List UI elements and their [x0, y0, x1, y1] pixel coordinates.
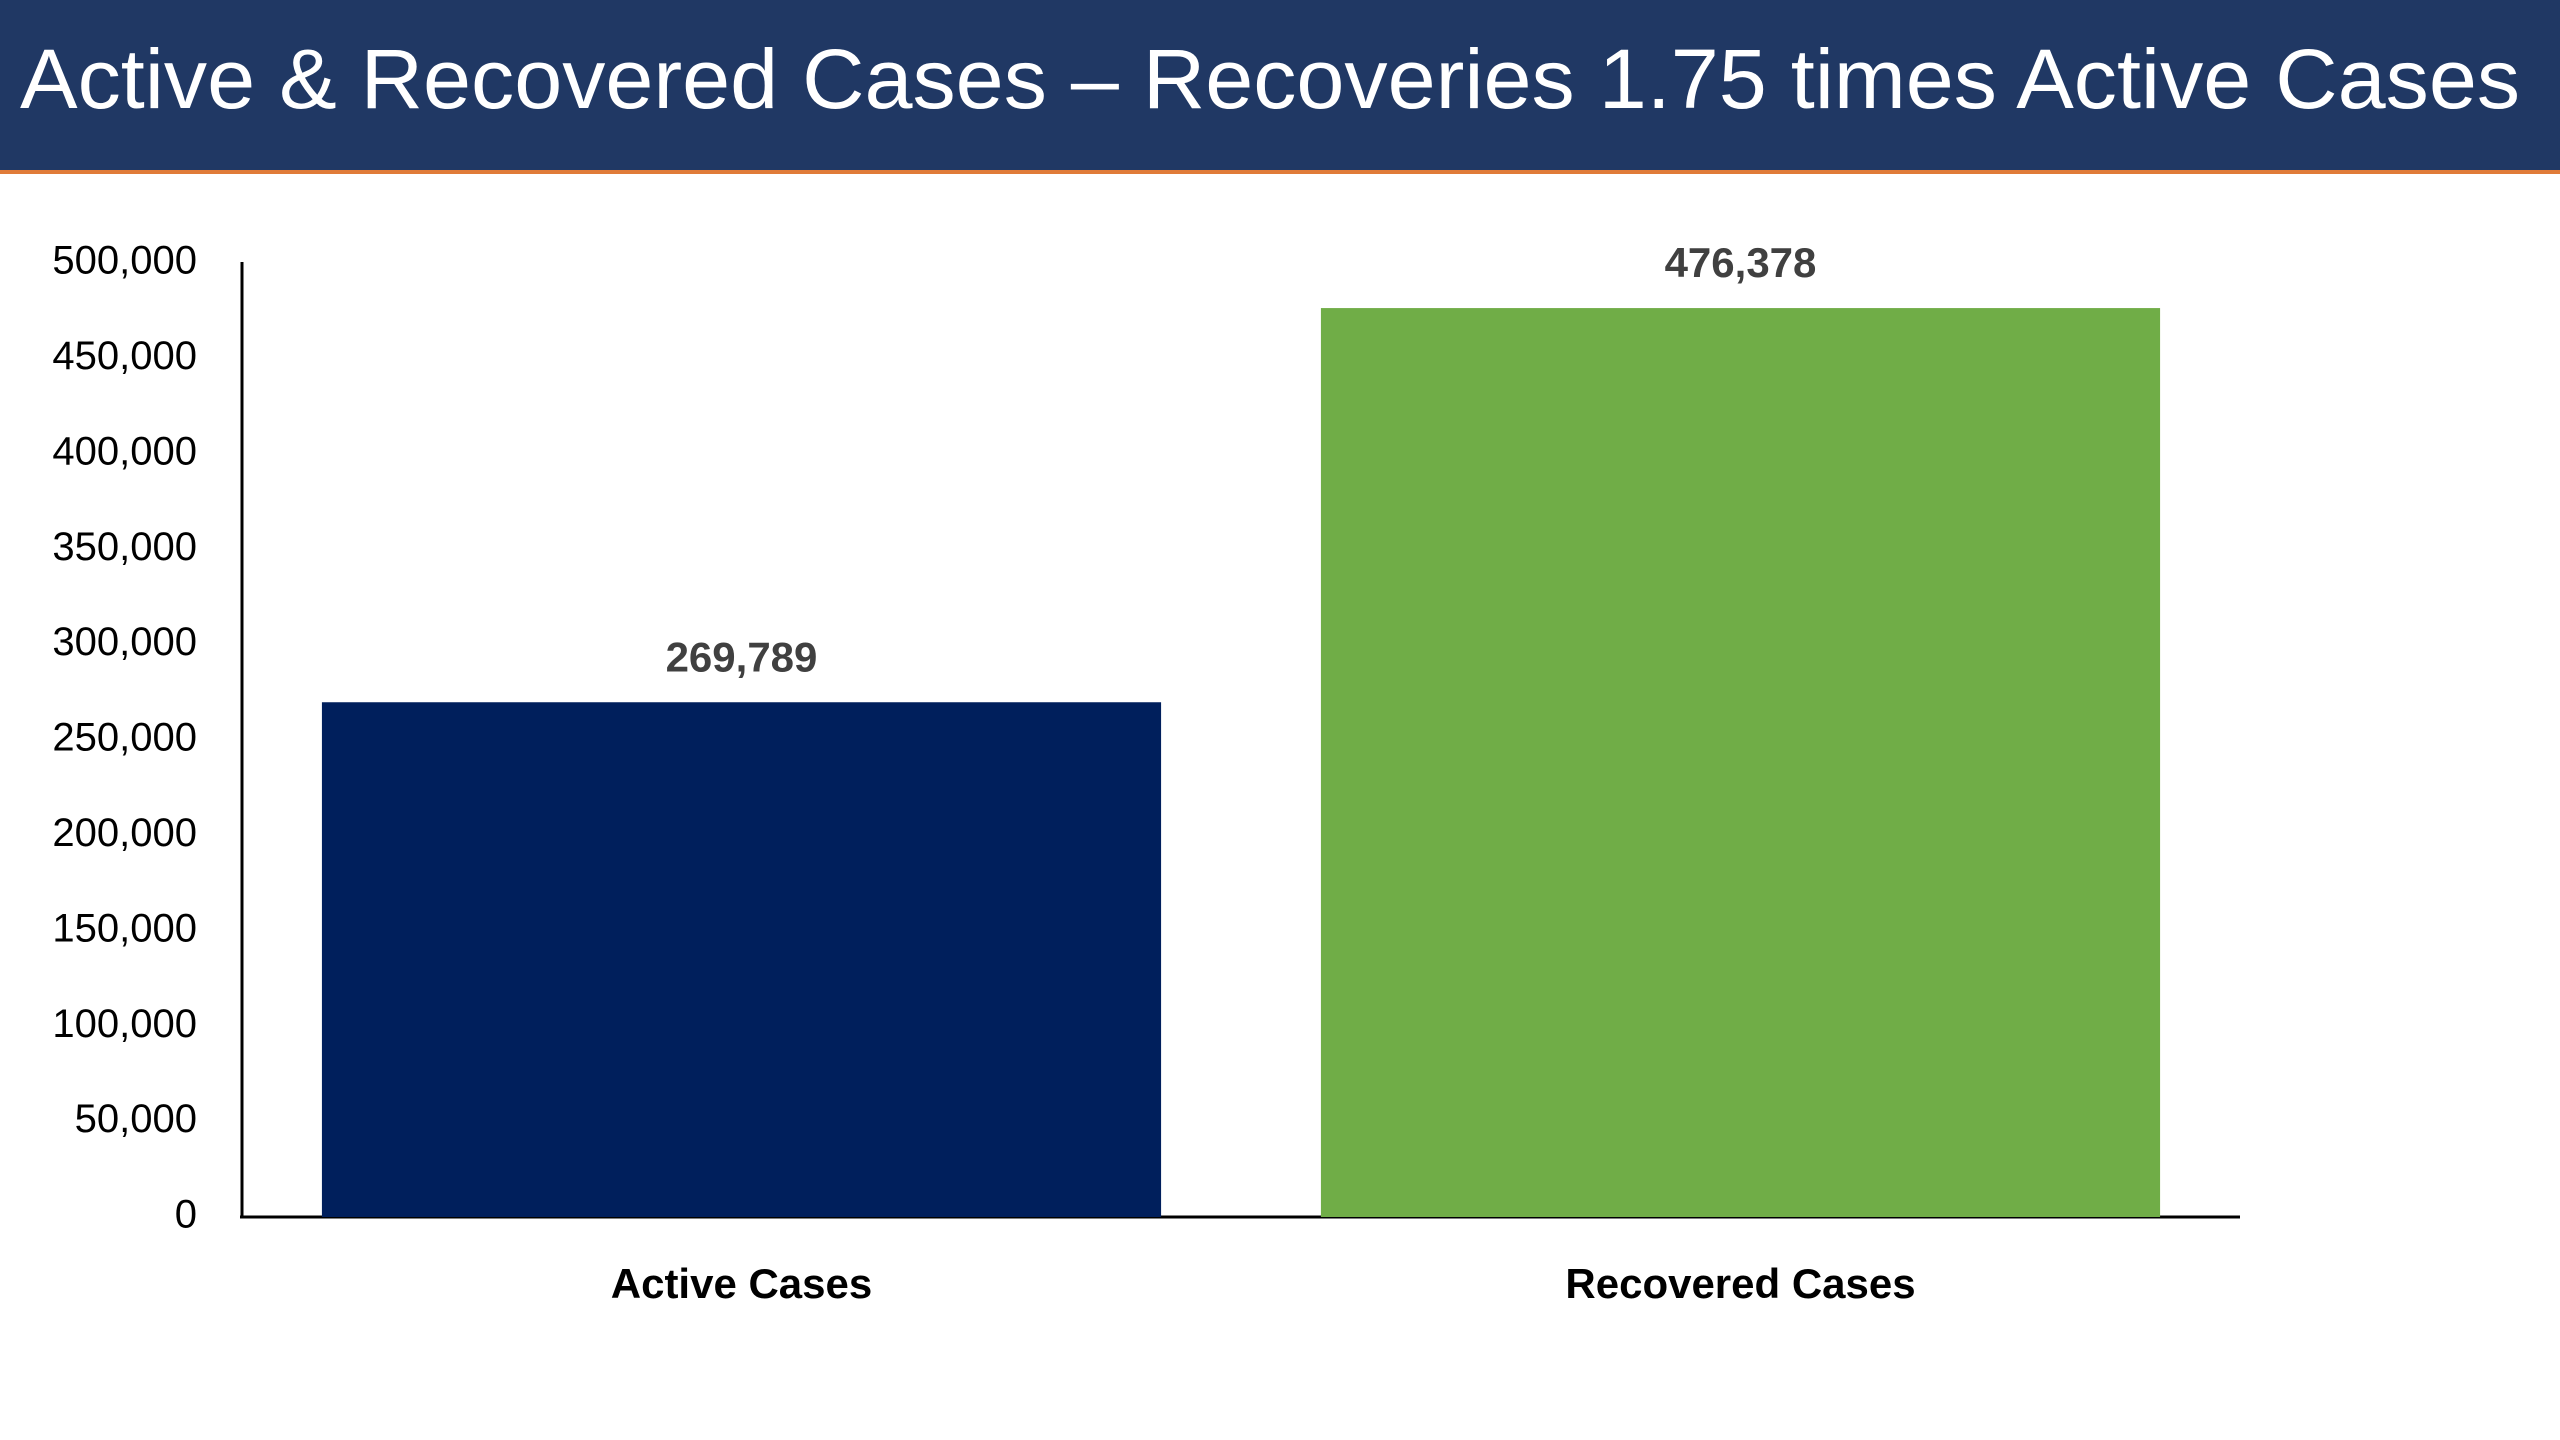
y-tick-label: 500,000 [52, 239, 197, 283]
bar [1320, 308, 2161, 1217]
y-tick-label: 450,000 [52, 334, 197, 378]
y-tick-label: 50,000 [75, 1097, 197, 1141]
y-tick-label: 150,000 [52, 906, 197, 950]
y-tick-label: 200,000 [52, 811, 197, 855]
x-tick-label: Active Cases [611, 1260, 873, 1307]
title-banner [0, 0, 2560, 172]
value-label: 476,378 [1665, 239, 1817, 286]
x-tick-label: Recovered Cases [1565, 1260, 1915, 1307]
value-label: 269,789 [666, 633, 818, 680]
y-tick-label: 250,000 [52, 716, 197, 760]
y-tick-label: 0 [175, 1193, 197, 1237]
chart-title: Active & Recovered Cases – Recoveries 1.… [20, 32, 2520, 126]
y-tick-label: 100,000 [52, 1002, 197, 1046]
y-tick-label: 300,000 [52, 620, 197, 664]
bar [321, 702, 1162, 1217]
title-underline [0, 170, 2560, 174]
y-tick-label: 400,000 [52, 429, 197, 473]
y-tick-label: 350,000 [52, 525, 197, 569]
